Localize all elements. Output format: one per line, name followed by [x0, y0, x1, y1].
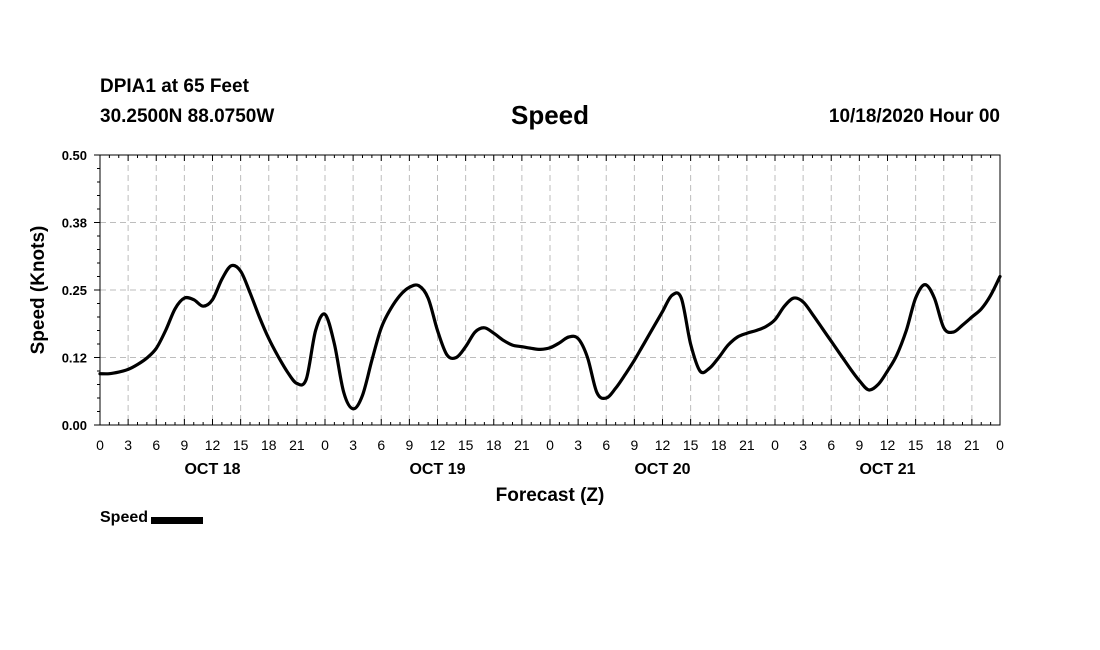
y-tick-label: 0.50	[62, 148, 87, 163]
x-tick-label: 21	[964, 437, 980, 453]
x-tick-label: 9	[180, 437, 188, 453]
x-tick-label: 0	[996, 437, 1004, 453]
x-tick-label: 6	[152, 437, 160, 453]
x-tick-label: 18	[486, 437, 502, 453]
x-tick-label: 0	[321, 437, 329, 453]
x-tick-label: 3	[799, 437, 807, 453]
x-day-label: OCT 21	[859, 461, 915, 478]
x-tick-label: 6	[827, 437, 835, 453]
legend-line-swatch	[151, 516, 204, 524]
x-day-label: OCT 18	[184, 461, 240, 478]
x-tick-label: 6	[602, 437, 610, 453]
x-tick-label: 6	[377, 437, 385, 453]
x-tick-label: 15	[683, 437, 699, 453]
station-coordinates: 30.2500N 88.0750W	[100, 106, 275, 127]
y-tick-label: 0.25	[62, 283, 87, 298]
x-day-label: OCT 19	[409, 461, 465, 478]
legend-label: Speed	[100, 509, 149, 526]
x-tick-label: 18	[936, 437, 952, 453]
x-tick-label: 15	[458, 437, 474, 453]
x-tick-label: 21	[289, 437, 305, 453]
axis-labels: 0 3 6 9 12 15 18 21 0 3 6 9 12 15 18 21 0 3 6 9 12 15 18 21 0 3 6 9…	[28, 148, 1004, 506]
speed-series-line	[98, 263, 1002, 411]
y-tick-label: 0.38	[62, 216, 87, 231]
y-tick-label: 0.12	[62, 351, 87, 366]
x-tick-label: 18	[711, 437, 727, 453]
axes	[94, 154, 1001, 426]
y-axis-title: Speed (Knots)	[28, 226, 49, 355]
x-tick-label: 0	[96, 437, 104, 453]
grid-lines	[100, 155, 1000, 425]
x-tick-label: 15	[233, 437, 249, 453]
x-tick-label: 21	[514, 437, 530, 453]
x-tick-label: 9	[405, 437, 413, 453]
x-tick-label: 12	[880, 437, 896, 453]
forecast-run-time: 10/18/2020 Hour 00	[828, 106, 1000, 127]
x-tick-label: 0	[546, 437, 554, 453]
legend: Speed	[100, 509, 204, 527]
x-tick-label: 9	[630, 437, 638, 453]
x-tick-label: 3	[124, 437, 132, 453]
x-tick-label: 12	[655, 437, 671, 453]
x-day-label: OCT 20	[634, 461, 690, 478]
station-name: DPIA1 at 65 Feet	[100, 76, 249, 97]
x-tick-label: 12	[430, 437, 446, 453]
y-tick-label: 0.00	[62, 418, 87, 433]
x-tick-label: 18	[261, 437, 277, 453]
x-tick-label: 12	[205, 437, 221, 453]
x-axis-title: Forecast (Z)	[496, 485, 605, 506]
x-tick-label: 15	[908, 437, 924, 453]
x-tick-label: 3	[349, 437, 357, 453]
series-layer	[98, 263, 1002, 411]
x-tick-label: 0	[771, 437, 779, 453]
x-tick-label: 21	[739, 437, 755, 453]
x-tick-label: 9	[855, 437, 863, 453]
x-tick-label: 3	[574, 437, 582, 453]
